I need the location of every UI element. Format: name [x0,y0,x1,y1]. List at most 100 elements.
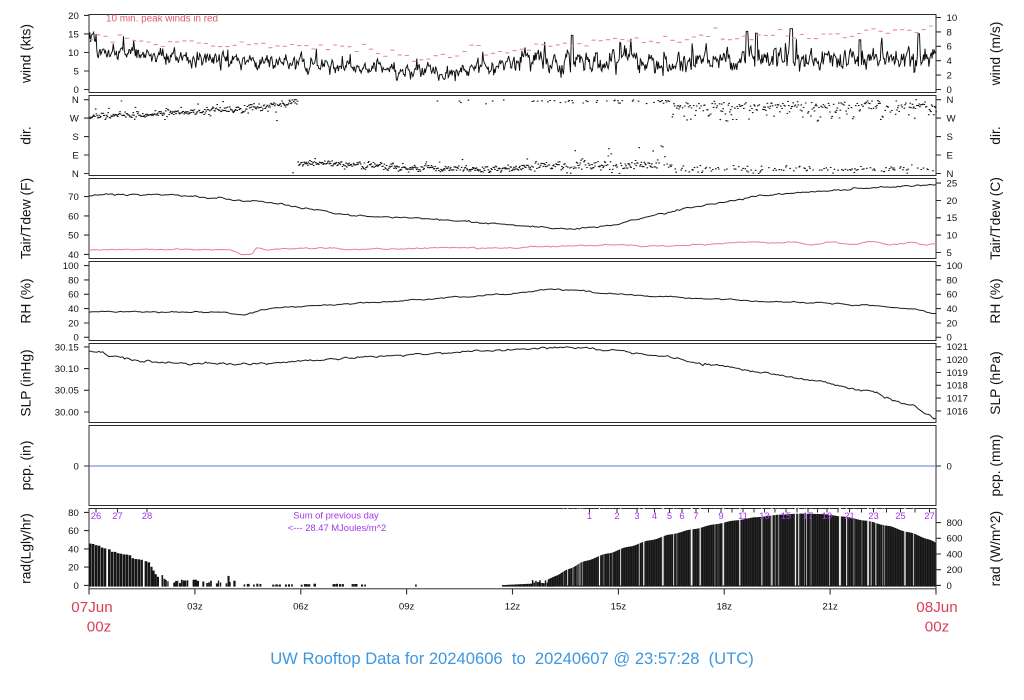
svg-text:0: 0 [947,581,952,592]
svg-text:E: E [947,150,953,161]
svg-text:wind (m/s): wind (m/s) [988,22,1003,87]
svg-text:30.10: 30.10 [55,364,79,375]
svg-text:06z: 06z [293,601,309,612]
svg-text:25: 25 [947,179,958,190]
svg-text:15z: 15z [611,601,627,612]
svg-text:4: 4 [947,56,953,67]
svg-text:dir.: dir. [988,126,1003,144]
svg-text:2: 2 [947,71,952,82]
svg-text:11: 11 [738,510,748,521]
svg-text:Tair/Tdew (F): Tair/Tdew (F) [19,178,34,259]
svg-text:3: 3 [634,510,639,521]
svg-text:60: 60 [68,211,79,222]
svg-text:800: 800 [947,518,963,529]
svg-text:60: 60 [68,290,79,301]
svg-text:15: 15 [781,510,791,521]
svg-text:1017: 1017 [947,394,968,405]
svg-text:RH (%): RH (%) [988,278,1003,323]
svg-text:7: 7 [693,510,698,521]
svg-text:pcp. (mm): pcp. (mm) [988,434,1003,496]
svg-text:30.00: 30.00 [55,407,79,418]
svg-text:SLP (inHg): SLP (inHg) [19,349,34,416]
svg-text:26: 26 [91,510,101,521]
svg-text:40: 40 [68,250,79,261]
svg-text:27: 27 [112,510,122,521]
svg-text:6: 6 [947,42,952,53]
svg-text:wind (kts): wind (kts) [19,24,34,84]
svg-text:6: 6 [679,510,684,521]
svg-text:N: N [947,95,954,106]
svg-text:RH (%): RH (%) [19,278,34,323]
svg-text:19: 19 [822,510,832,521]
svg-text:N: N [72,169,79,180]
svg-text:60: 60 [947,290,958,301]
svg-text:W: W [70,114,80,125]
svg-text:0: 0 [73,85,78,96]
svg-text:40: 40 [947,304,958,315]
svg-text:0: 0 [947,333,952,344]
svg-text:17: 17 [803,510,813,521]
svg-text:80: 80 [68,275,79,286]
svg-text:50: 50 [68,231,79,242]
svg-text:9: 9 [718,510,723,521]
svg-text:30.15: 30.15 [55,342,79,353]
svg-text:rad(Lgly/hr): rad(Lgly/hr) [19,513,34,584]
svg-text:1018: 1018 [947,381,968,392]
svg-text:5: 5 [947,248,952,259]
svg-text:80: 80 [68,508,79,519]
svg-text:20: 20 [68,318,79,329]
svg-text:rad (W/m^2): rad (W/m^2) [988,511,1003,586]
svg-text:E: E [72,150,78,161]
svg-text:15: 15 [947,213,958,224]
svg-text:1016: 1016 [947,406,968,417]
svg-text:20: 20 [947,318,958,329]
svg-text:0: 0 [73,581,78,592]
svg-text:28: 28 [142,510,152,521]
svg-text:21z: 21z [822,601,838,612]
svg-text:1019: 1019 [947,368,968,379]
svg-text:dir.: dir. [19,126,34,144]
svg-text:W: W [947,114,957,125]
svg-text:00z: 00z [925,619,950,636]
svg-text:03z: 03z [187,601,203,612]
svg-text:N: N [72,95,79,106]
svg-text:S: S [947,132,953,143]
svg-text:18z: 18z [716,601,732,612]
svg-text:8: 8 [947,27,952,38]
svg-text:0: 0 [73,333,78,344]
svg-text:SLP (hPa): SLP (hPa) [988,351,1003,414]
svg-text:<--- 28.47 MJoules/m^2: <--- 28.47 MJoules/m^2 [288,522,386,533]
svg-text:Sum of previous day: Sum of previous day [293,510,379,521]
svg-text:40: 40 [68,544,79,555]
svg-text:20: 20 [68,11,79,22]
svg-text:N: N [947,169,954,180]
svg-text:100: 100 [63,261,79,272]
svg-text:1020: 1020 [947,355,968,366]
svg-text:400: 400 [947,549,963,560]
svg-text:80: 80 [947,275,958,286]
svg-text:30.05: 30.05 [55,386,79,397]
svg-text:70: 70 [68,192,79,203]
svg-text:15: 15 [68,29,79,40]
svg-text:27: 27 [924,510,934,521]
svg-text:10: 10 [68,48,79,59]
svg-text:0: 0 [73,461,78,472]
svg-text:1021: 1021 [947,342,968,353]
svg-text:08Jun: 08Jun [916,599,957,616]
svg-text:20: 20 [947,196,958,207]
svg-text:600: 600 [947,534,963,545]
svg-text:25: 25 [895,510,905,521]
svg-text:12z: 12z [505,601,521,612]
svg-text:07Jun: 07Jun [71,599,112,616]
svg-text:10: 10 [947,13,958,24]
svg-text:UW Rooftop Data for 20240606: UW Rooftop Data for 20240606 to 20240607… [270,649,754,668]
svg-text:20: 20 [68,563,79,574]
svg-text:4: 4 [652,510,657,521]
svg-text:S: S [72,132,78,143]
svg-text:60: 60 [68,526,79,537]
svg-text:0: 0 [947,85,952,96]
svg-text:00z: 00z [87,619,112,636]
svg-text:21: 21 [844,510,854,521]
svg-text:40: 40 [68,304,79,315]
svg-text:0: 0 [947,461,952,472]
